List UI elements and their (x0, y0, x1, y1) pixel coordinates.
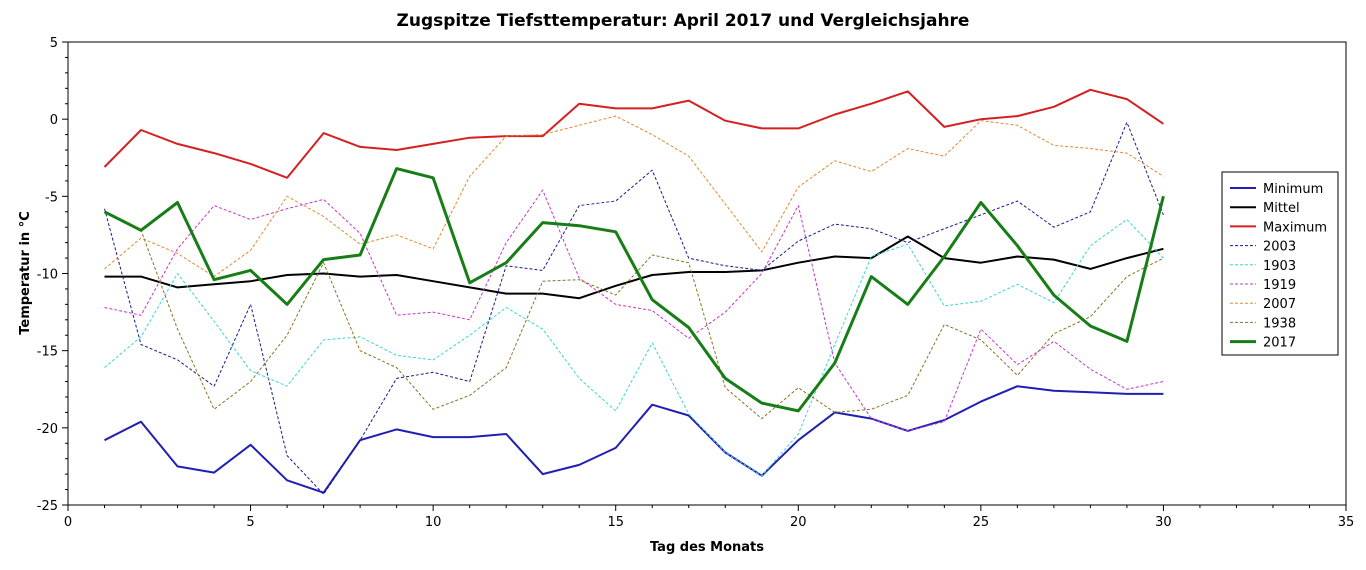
y-tick-label: -10 (37, 268, 58, 283)
legend-label: 2017 (1263, 336, 1296, 351)
axis-ticks: 0 5 10 15 20 25 30 35 -25 -20 -15 -10 -5 0 5 (37, 36, 1355, 530)
legend-label: Mittel (1263, 201, 1300, 216)
legend-box (1221, 171, 1339, 356)
y-tick-label: 0 (50, 113, 58, 128)
x-axis-label: Tag des Monats (650, 540, 764, 555)
x-tick-label: 30 (1155, 515, 1172, 530)
x-tick-label: 35 (1338, 515, 1355, 530)
x-tick-label: 15 (607, 515, 624, 530)
legend-label: Maximum (1263, 220, 1327, 235)
series-line-1903 (104, 219, 1164, 477)
legend: Minimum Mittel Maximum 2003 1903 1919 2007 1938… (1221, 171, 1339, 356)
y-tick-label: -25 (37, 499, 58, 514)
y-tick-label: -20 (37, 422, 58, 437)
legend-label: 2003 (1263, 240, 1296, 255)
series-line-2017 (103, 167, 1165, 413)
chart-title: Zugspitze Tiefsttemperatur: April 2017 u… (397, 11, 970, 31)
series-line-minimum (104, 385, 1164, 494)
y-tick-label: 5 (50, 36, 58, 51)
series-line-2003 (104, 121, 1164, 495)
x-tick-label: 10 (425, 515, 442, 530)
legend-label: 2007 (1263, 297, 1296, 312)
y-tick-label: -5 (45, 190, 58, 205)
legend-label: 1903 (1263, 259, 1296, 274)
series-line-maximum (103, 88, 1164, 179)
legend-label: 1919 (1263, 278, 1296, 293)
y-axis-label: Temperatur in °C (18, 211, 33, 335)
x-tick-label: 20 (790, 515, 807, 530)
x-tick-label: 5 (246, 515, 254, 530)
series-layer (103, 88, 1165, 495)
series-line-1938 (104, 211, 1164, 420)
series-line-2007 (104, 115, 1164, 278)
series-line-1919 (104, 189, 1164, 432)
y-tick-label: -15 (37, 345, 58, 360)
series-line-mittel (104, 235, 1164, 300)
legend-label: Minimum (1263, 182, 1323, 197)
x-tick-label: 25 (973, 515, 990, 530)
x-tick-label: 0 (64, 515, 72, 530)
legend-label: 1938 (1263, 316, 1296, 331)
